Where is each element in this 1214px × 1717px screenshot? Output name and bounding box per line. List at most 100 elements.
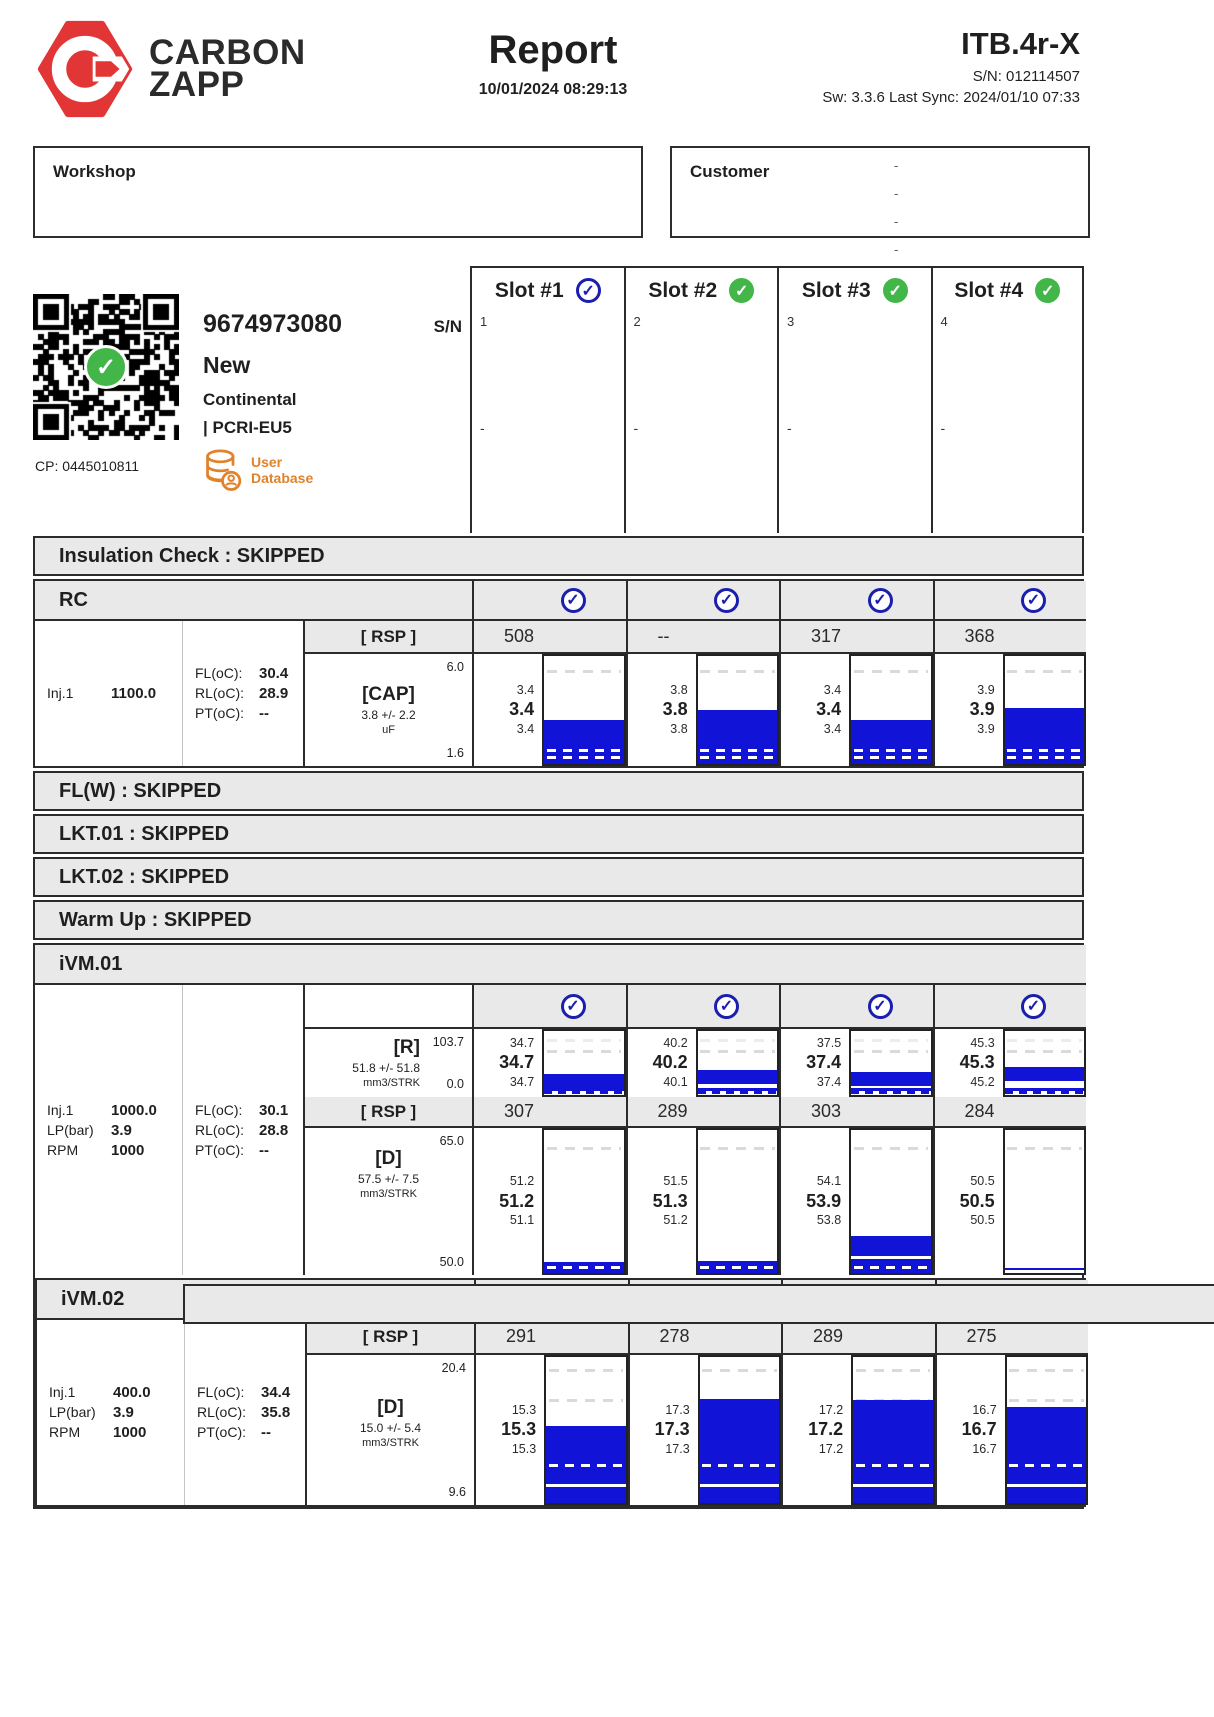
check-circle-icon: ✓	[575, 278, 601, 303]
ivm02-d-slot4: 16.7 16.7 16.7	[934, 1355, 1088, 1505]
check-circle-icon: ✓	[1035, 278, 1061, 303]
slot-3-placeholder: -	[787, 420, 792, 436]
report-header: CARBON ZAPP Report 10/01/2024 08:29:13 I…	[0, 0, 1214, 140]
rc-slot3-status: ✓	[779, 581, 933, 621]
rc-cap-spec: 6.0 1.6 [CAP] 3.8 +/- 2.2 uF	[305, 654, 472, 766]
ivm01-rsp-label: [ RSP ]	[305, 1097, 472, 1128]
ivm02-rsp-label: [ RSP ]	[307, 1320, 474, 1355]
measurement-chart	[1002, 1128, 1086, 1275]
ivm01-r-slot1: 34.7 34.7 34.7	[472, 1029, 626, 1097]
carbonzapp-logo-icon	[37, 20, 133, 118]
rc-conditions: Inj.1 1100.0	[35, 621, 183, 766]
ivm01-slot3-status: ✓	[779, 985, 933, 1029]
check-circle-icon: ✓	[714, 587, 739, 613]
ivm01-d-spec: 65.0 50.0 [D] 57.5 +/- 7.5 mm3/STRK	[305, 1128, 472, 1275]
measurement-chart	[1002, 654, 1086, 766]
ivm02-d-slot1: 15.3 15.3 15.3	[474, 1355, 628, 1505]
slot-4-index: 4	[940, 314, 948, 329]
slot-1-placeholder: -	[480, 420, 485, 436]
check-circle-icon: ✓	[867, 993, 893, 1019]
rc-measurement-slot3: 3.4 3.4 3.4	[779, 654, 933, 766]
rc-rsp-slot3: 317	[779, 621, 933, 654]
measurement-chart	[697, 1355, 781, 1505]
slot-1-title: Slot #1	[494, 278, 564, 302]
ivm01-slot2-status: ✓	[625, 985, 779, 1029]
report-datetime: 10/01/2024 08:29:13	[478, 81, 628, 98]
rc-measurement-slot4: 3.9 3.9 3.9	[932, 654, 1086, 766]
rc-temperatures: FL(oC): 30.4 RL(oC): 28.9 PT(oC): --	[183, 621, 305, 766]
scale-max: 6.0	[446, 660, 464, 674]
measurement-chart	[542, 654, 626, 766]
ivm01-slot1-status: ✓	[472, 985, 626, 1029]
ivm01-rsp-slot4: 284	[932, 1097, 1086, 1128]
ivm01-d-slot2: 51.5 51.3 51.2	[625, 1128, 779, 1275]
ivm01-d-slot1: 51.2 51.2 51.1	[472, 1128, 626, 1275]
scale-min: 0.0	[446, 1077, 464, 1091]
injector-cp-number: CP: 0445010811	[35, 458, 140, 474]
rc-measurement-slot2: 3.8 3.8 3.8	[625, 654, 779, 766]
check-circle-icon: ✓	[714, 993, 739, 1019]
rc-measurement-slot1: 3.4 3.4 3.4	[472, 654, 626, 766]
sn-label: S/N	[433, 317, 462, 336]
scale-min: 9.6	[448, 1485, 466, 1499]
qr-check-badge: ✓	[84, 345, 128, 389]
section-lkt01: LKT.01 : SKIPPED	[33, 814, 1084, 854]
section-flw: FL(W) : SKIPPED	[33, 771, 1084, 811]
measurement-chart	[851, 1355, 935, 1505]
rc-rsp-slot2: --	[625, 621, 779, 654]
user-database-badge: User Database	[203, 448, 313, 492]
scale-max: 65.0	[439, 1134, 464, 1148]
qr-code: ✓	[33, 294, 179, 440]
ivm01-rsp-slot3: 303	[779, 1097, 933, 1128]
check-circle-icon: ✓	[560, 587, 586, 613]
slot-4-header: Slot #4 ✓ 4 -	[930, 266, 1084, 533]
device-name: ITB.4r-X	[961, 26, 1080, 61]
ivm02-conditions: Inj.1 400.0 LP(bar) 3.9 RPM 1000	[37, 1320, 185, 1505]
customer-label: Customer	[690, 162, 770, 181]
slot-3-index: 3	[787, 314, 795, 329]
slot-1-header: Slot #1 ✓ 1 -	[470, 266, 624, 533]
check-circle-icon: ✓	[560, 993, 586, 1019]
ivm01-r-slot4: 45.3 45.3 45.2	[932, 1029, 1086, 1097]
user-database-label: User Database	[251, 453, 314, 486]
slot-3-title: Slot #3	[801, 278, 871, 302]
slot-4-placeholder: -	[940, 420, 946, 436]
check-icon: ✓	[95, 353, 117, 381]
ivm01-title: iVM.01	[35, 945, 1086, 985]
ivm02-d-slot2: 17.3 17.3 17.3	[627, 1355, 781, 1505]
measurement-chart	[542, 1029, 626, 1097]
section-warmup: Warm Up : SKIPPED	[33, 900, 1084, 940]
footer-bar	[183, 1284, 1214, 1324]
injector-summary-cell: ✓ 9674973080 S/N New Continental | PCRI-…	[33, 266, 470, 533]
slot-2-header: Slot #2 ✓ 2 -	[623, 266, 777, 533]
carbonzapp-logo: CARBON ZAPP	[35, 20, 306, 118]
section-ivm01: iVM.01 Inj.1 1000.0 LP(bar) 3.9 RPM 1000 FL…	[33, 943, 1214, 1509]
report-title-block: Report 10/01/2024 08:29:13	[413, 28, 693, 99]
measurement-chart	[695, 654, 779, 766]
ivm01-d-slot3: 54.1 53.9 53.8	[779, 1128, 933, 1275]
measurement-chart	[544, 1355, 628, 1505]
section-rc: RC ✓ ✓ ✓ ✓ Inj.1 1100.0 FL(oC): 30.4 RL(oC…	[33, 579, 1086, 768]
measurement-chart	[1004, 1355, 1088, 1505]
slot-header-row: ✓ 9674973080 S/N New Continental | PCRI-…	[33, 266, 1084, 533]
slot-2-title: Slot #2	[648, 278, 718, 302]
ivm01-rsp-slot1: 307	[472, 1097, 626, 1128]
injector-part-number: 9674973080	[203, 310, 343, 338]
slot-3-header: Slot #3 ✓ 3 -	[777, 266, 931, 533]
scale-min: 50.0	[439, 1255, 464, 1269]
scale-min: 1.6	[446, 746, 464, 760]
check-circle-icon: ✓	[882, 278, 908, 303]
section-insulation-check: Insulation Check : SKIPPED	[33, 536, 1084, 576]
brand-text: CARBON ZAPP	[149, 32, 306, 104]
ivm02-rsp-slot3: 289	[781, 1320, 935, 1355]
ivm02-d-slot3: 17.2 17.2 17.2	[781, 1355, 935, 1505]
ivm02-d-spec: 20.4 9.6 [D] 15.0 +/- 5.4 mm3/STRK	[307, 1355, 474, 1505]
rc-slot1-status: ✓	[472, 581, 626, 621]
ivm01-slot4-status: ✓	[932, 985, 1086, 1029]
device-serial: S/N: 012114507	[972, 68, 1080, 85]
ivm02-temperatures: FL(oC): 34.4 RL(oC): 35.8 PT(oC): --	[185, 1320, 307, 1505]
ivm01-d-slot4: 50.5 50.5 50.5	[932, 1128, 1086, 1275]
ivm01-r-slot3: 37.5 37.4 37.4	[779, 1029, 933, 1097]
measurement-chart	[849, 1128, 933, 1275]
section-lkt02: LKT.02 : SKIPPED	[33, 857, 1084, 897]
